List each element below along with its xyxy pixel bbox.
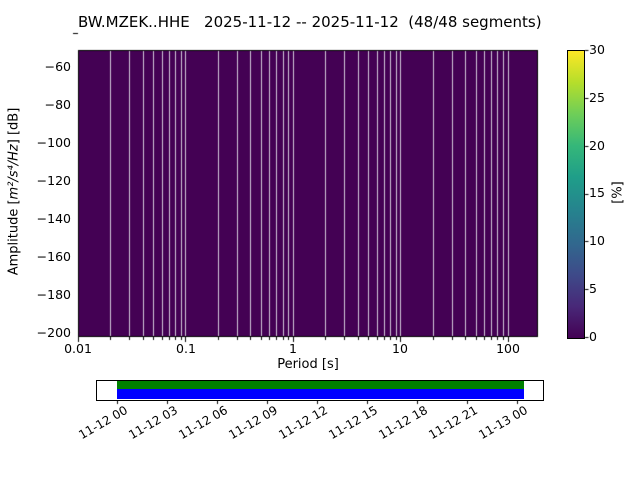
y-tick-label: −180	[36, 287, 71, 302]
y-tick-label: −100	[36, 135, 71, 150]
colorbar-tick-label: 25	[589, 90, 605, 105]
x-axis-label: Period [s]	[277, 357, 339, 372]
plot-title: BW.MZEK..HHE 2025-11-12 -- 2025-11-12 (4…	[78, 13, 542, 31]
y-tick-label: −140	[36, 211, 71, 226]
timeline-coverage-bar	[117, 381, 524, 389]
colorbar	[567, 50, 585, 339]
colorbar-tick-label: 0	[589, 329, 597, 344]
y-axis-label-suffix: ] [dB]	[6, 107, 22, 145]
y-axis-label-units: m²/s⁴/Hz	[6, 144, 22, 200]
y-tick-label: −80	[44, 97, 71, 112]
colorbar-tick-label: 30	[589, 42, 605, 57]
x-tick-label: 10	[392, 341, 408, 356]
y-axis-label: Amplitude [m²/s⁴/Hz] [dB]	[7, 42, 22, 342]
colorbar-tick-label: 20	[589, 138, 605, 153]
timeline-data-bar	[117, 389, 524, 399]
x-tick-label: 0.1	[176, 341, 196, 356]
y-tick-label: −200	[36, 325, 71, 340]
y-tick-label: −160	[36, 249, 71, 264]
x-tick-label: 100	[496, 341, 520, 356]
colorbar-tick-label: 5	[589, 281, 597, 296]
y-axis-label-prefix: Amplitude [	[6, 199, 22, 276]
colorbar-tick-label: 15	[589, 185, 605, 200]
y-tick-label: −60	[44, 59, 71, 74]
colorbar-tick-label: 10	[589, 233, 605, 248]
x-tick-label: 0.01	[64, 341, 92, 356]
x-tick-label: 1	[289, 341, 297, 356]
y-tick-label: −120	[36, 173, 71, 188]
